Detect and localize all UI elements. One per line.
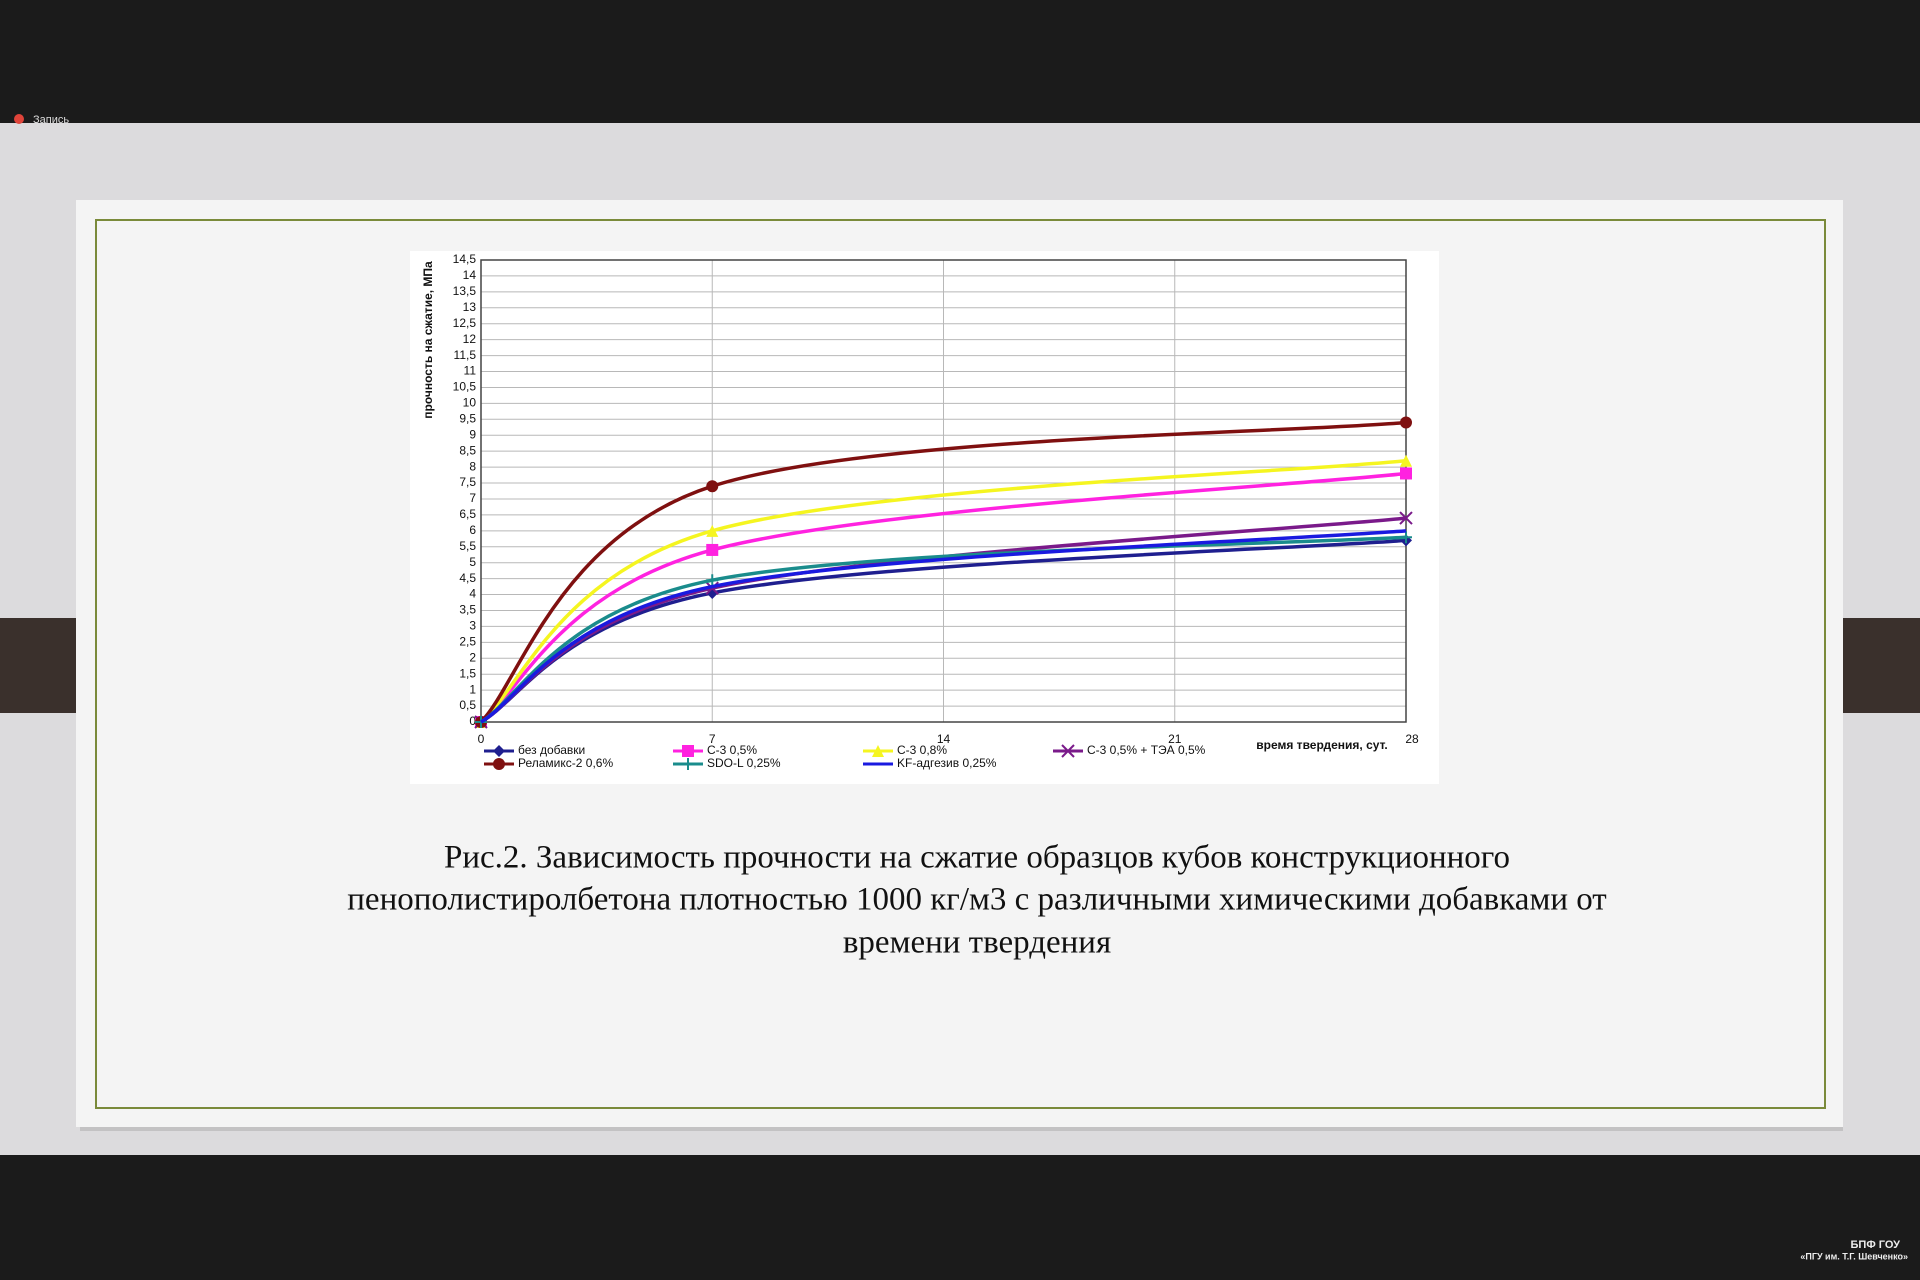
data-point bbox=[1399, 511, 1413, 525]
series-line bbox=[479, 458, 1407, 724]
y-tick-label: 7 bbox=[469, 491, 476, 505]
y-tick-label: 1 bbox=[469, 682, 476, 696]
y-tick-label: 11 bbox=[464, 364, 477, 378]
y-tick-label: 9 bbox=[469, 427, 476, 441]
y-tick-label: 0,5 bbox=[459, 698, 476, 712]
y-tick-label: 3 bbox=[469, 619, 476, 633]
y-tick-label: 14 bbox=[463, 268, 477, 282]
x-tick-label: 14 bbox=[937, 732, 951, 746]
data-point bbox=[1400, 416, 1412, 429]
data-point bbox=[706, 574, 719, 587]
record-label: Запись bbox=[33, 114, 69, 126]
caption-line: Рис.2. Зависимость прочности на сжатие о… bbox=[444, 840, 1510, 876]
y-tick-label: 1,5 bbox=[459, 666, 476, 680]
data-point bbox=[1400, 531, 1412, 544]
legend-label: С-3 0,8% bbox=[897, 743, 947, 757]
data-point bbox=[706, 480, 719, 493]
data-point bbox=[706, 543, 719, 556]
y-tick-label: 8,5 bbox=[459, 443, 476, 457]
data-point bbox=[706, 524, 719, 537]
y-tick-label: 5 bbox=[469, 555, 476, 569]
y-tick-label: 5,5 bbox=[459, 539, 476, 553]
record-dot bbox=[14, 114, 24, 124]
data-point bbox=[1400, 454, 1412, 467]
data-point bbox=[1400, 467, 1412, 480]
y-tick-label: 2,5 bbox=[459, 635, 476, 649]
y-tick-label: 3,5 bbox=[459, 603, 476, 617]
y-tick-label: 0 bbox=[469, 714, 476, 728]
y-tick-label: 14,5 bbox=[453, 252, 477, 266]
x-tick-label: 28 bbox=[1405, 732, 1419, 746]
series-line bbox=[479, 471, 1407, 724]
x-tick-label: 0 bbox=[478, 732, 485, 746]
y-tick-label: 10 bbox=[463, 396, 477, 410]
legend-marker bbox=[493, 758, 505, 770]
slide-border bbox=[95, 219, 1826, 1109]
y-axis-label: прочность на сжатие, МПа bbox=[421, 261, 435, 419]
y-tick-label: 10,5 bbox=[453, 380, 477, 394]
y-tick-label: 2 bbox=[469, 650, 476, 664]
caption-line: пенополистиролбетона плотностью 1000 кг/… bbox=[347, 882, 1606, 918]
legend-label: SDO-L 0,25% bbox=[707, 756, 781, 770]
y-tick-label: 12 bbox=[463, 332, 477, 346]
x-tick-label: 7 bbox=[709, 732, 716, 746]
plot-frame bbox=[480, 259, 1407, 723]
y-tick-label: 12,5 bbox=[453, 316, 477, 330]
y-tick-label: 4,5 bbox=[459, 571, 476, 585]
y-tick-label: 7,5 bbox=[459, 475, 476, 489]
y-tick-label: 9,5 bbox=[459, 411, 476, 425]
legend-label: без добавки bbox=[518, 743, 585, 757]
x-axis-label: время твердения, сут. bbox=[1256, 738, 1387, 752]
watermark: «ПГУ им. Т.Г. Шевченко» bbox=[1800, 1251, 1908, 1261]
top-bar bbox=[0, 0, 1920, 123]
y-tick-label: 11,5 bbox=[454, 348, 477, 362]
y-tick-label: 6,5 bbox=[459, 507, 476, 521]
legend-label: С-3 0,5% bbox=[707, 743, 757, 757]
legend-marker bbox=[1061, 744, 1075, 758]
legend-marker bbox=[682, 745, 694, 757]
legend-marker bbox=[682, 758, 694, 770]
series-line bbox=[480, 535, 1407, 724]
legend-label: KF-адгезив 0,25% bbox=[897, 756, 997, 770]
x-tick-label: 21 bbox=[1168, 732, 1182, 746]
legend-marker bbox=[872, 745, 884, 757]
y-tick-label: 8 bbox=[469, 459, 476, 473]
chart-image bbox=[410, 251, 1439, 784]
y-tick-label: 4 bbox=[469, 587, 476, 601]
legend-label: С-3 0,5% + ТЭА 0,5% bbox=[1087, 743, 1206, 757]
caption-line: времени твердения bbox=[843, 925, 1111, 961]
legend-marker bbox=[493, 745, 505, 757]
legend-label: Реламикс-2 0,6% bbox=[518, 756, 613, 770]
y-tick-label: 13 bbox=[463, 300, 477, 314]
series-line bbox=[480, 529, 1407, 724]
y-tick-label: 6 bbox=[469, 523, 476, 537]
series-line bbox=[479, 420, 1407, 724]
bottom-bar bbox=[0, 1155, 1920, 1280]
watermark: БПФ ГОУ bbox=[1851, 1239, 1901, 1251]
y-tick-label: 13,5 bbox=[453, 284, 477, 298]
